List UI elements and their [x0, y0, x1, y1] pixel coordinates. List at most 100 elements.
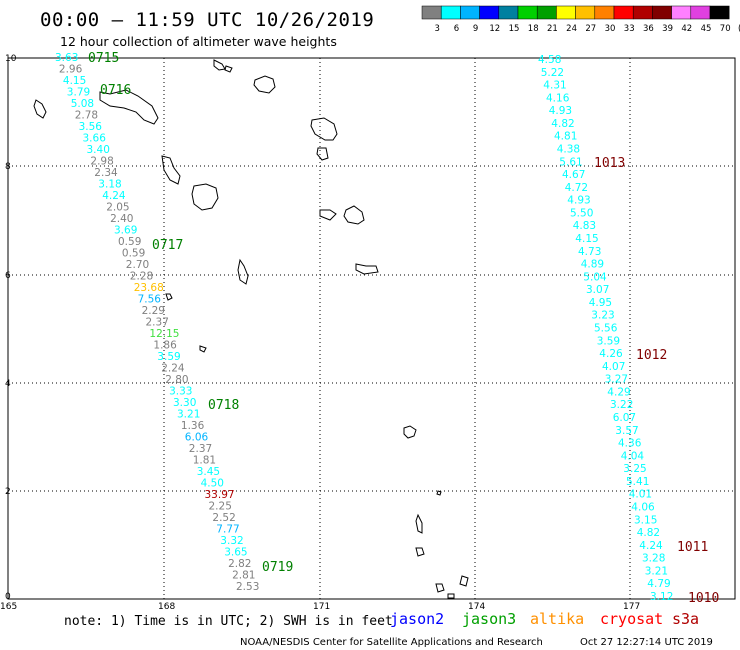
swh-value: 3.40 — [87, 144, 110, 156]
swh-value: 2.98 — [90, 156, 113, 168]
swh-value: 12.15 — [149, 328, 179, 340]
colorbar-swatch — [517, 5, 538, 20]
swh-value: 3.12 — [650, 591, 673, 603]
swh-value: 4.38 — [557, 144, 580, 156]
colorbar-label: 21 — [547, 24, 558, 34]
pass-time-label: 0717 — [152, 238, 183, 253]
colorbar-swatch — [594, 5, 615, 20]
swh-value: 6.07 — [613, 412, 636, 424]
swh-value: 4.50 — [201, 478, 224, 490]
swh-value: 5.22 — [541, 67, 564, 79]
swh-value: 5.50 — [570, 207, 593, 219]
map-title: 00:00 – 11:59 UTC 10/26/2019 — [40, 9, 374, 31]
colorbar-label: 45 — [701, 24, 712, 34]
swh-value: 4.29 — [607, 386, 630, 398]
swh-value: 3.23 — [591, 310, 614, 322]
swh-value: 3.33 — [169, 386, 192, 398]
swh-value: 3.79 — [67, 87, 90, 99]
swh-value: 4.73 — [578, 246, 601, 258]
swh-value: 2.40 — [110, 213, 133, 225]
pass-time-label: 0716 — [100, 83, 131, 98]
satellite-cryosat: cryosat — [600, 610, 663, 628]
swh-value: 23.68 — [134, 282, 164, 294]
swh-value: 4.72 — [565, 182, 588, 194]
colorbar-swatch — [575, 5, 596, 20]
swh-value: 7.56 — [138, 294, 162, 306]
swh-value: 2.70 — [126, 259, 149, 271]
swh-value: 4.24 — [639, 540, 663, 552]
colorbar-label: 24 — [566, 24, 577, 34]
footer-credit: NOAA/NESDIS Center for Satellite Applica… — [240, 637, 543, 648]
swh-value: 4.67 — [562, 169, 585, 181]
swh-value: 4.83 — [573, 220, 596, 232]
swh-value: 5.08 — [71, 98, 94, 110]
swh-value: 2.53 — [236, 581, 259, 593]
swh-value: 4.79 — [647, 578, 670, 590]
swh-value: 4.15 — [63, 75, 86, 87]
swh-value: 5.41 — [626, 476, 649, 488]
swh-value: 3.28 — [642, 553, 665, 565]
x-tick-174: 174 — [468, 602, 485, 612]
swh-value: 2.28 — [130, 271, 153, 283]
track-right-values: 4.585.224.314.164.934.824.814.385.614.67… — [538, 54, 673, 603]
swh-value: 3.63 — [55, 52, 78, 64]
y-tick-0: 0 — [5, 592, 11, 602]
footer-timestamp: Oct 27 12:27:14 UTC 2019 — [580, 637, 713, 648]
swh-value: 5.56 — [594, 323, 618, 335]
x-tick-171: 171 — [313, 602, 330, 612]
track-left-values: 3.632.964.153.795.082.783.563.663.402.98… — [55, 52, 259, 593]
swh-value: 3.66 — [83, 133, 107, 145]
satellite-s3a: s3a — [672, 610, 699, 628]
swh-value: 2.80 — [165, 374, 188, 386]
colorbar-label: 15 — [509, 24, 520, 34]
swh-value: 33.97 — [205, 489, 235, 501]
swh-value: 0.59 — [118, 236, 141, 248]
swh-value: 2.82 — [228, 558, 251, 570]
colorbar-swatch — [632, 5, 653, 20]
swh-value: 3.22 — [610, 399, 633, 411]
colorbar-swatch — [671, 5, 692, 20]
swh-value: 3.59 — [157, 351, 180, 363]
y-tick-6: 6 — [5, 271, 11, 281]
y-tick-8: 8 — [5, 162, 11, 172]
pass-time-label: 1010 — [688, 591, 719, 606]
swh-value: 2.81 — [232, 570, 255, 582]
swh-value: 3.21 — [177, 409, 200, 421]
satellite-altika: altika — [530, 610, 584, 628]
colorbar-label: 27 — [585, 24, 596, 34]
colorbar-swatch — [498, 5, 519, 20]
swh-value: 2.34 — [94, 167, 118, 179]
swh-value: 4.16 — [546, 92, 570, 104]
swh-value: 6.06 — [185, 432, 209, 444]
swh-value: 0.59 — [122, 248, 145, 260]
swh-value: 2.25 — [209, 501, 232, 513]
colorbar-swatch — [613, 5, 634, 20]
colorbar-label: 18 — [528, 24, 539, 34]
pass-time-label: 0719 — [262, 560, 293, 575]
satellite-jason2: jason2 — [390, 610, 444, 628]
plot-frame — [7, 57, 736, 600]
satellite-jason3: jason3 — [462, 610, 516, 628]
swh-value: 3.59 — [597, 335, 620, 347]
swh-value: 2.24 — [161, 363, 185, 375]
colorbar-label: 39 — [662, 24, 673, 34]
pass-time-label: 0715 — [88, 51, 119, 66]
footer-note: note: 1) Time is in UTC; 2) SWH is in fe… — [64, 614, 393, 629]
colorbar-swatch — [556, 5, 576, 20]
swh-value: 4.15 — [575, 233, 598, 245]
colorbar-label: (ft) — [738, 24, 740, 34]
colorbar-swatch — [460, 5, 480, 20]
pass-time-label: 0718 — [208, 398, 239, 413]
colorbar-swatch — [536, 5, 557, 20]
swh-value: 5.04 — [583, 271, 607, 283]
swh-value: 4.95 — [589, 297, 612, 309]
colorbar-label: 30 — [605, 24, 616, 34]
swh-value: 4.89 — [581, 259, 604, 271]
colorbar-label: 36 — [643, 24, 654, 34]
swh-value: 4.58 — [538, 54, 561, 66]
swh-value: 1.86 — [153, 340, 177, 352]
swh-value: 3.30 — [173, 397, 196, 409]
swh-value: 3.25 — [623, 463, 646, 475]
colorbar-swatch — [479, 5, 500, 20]
